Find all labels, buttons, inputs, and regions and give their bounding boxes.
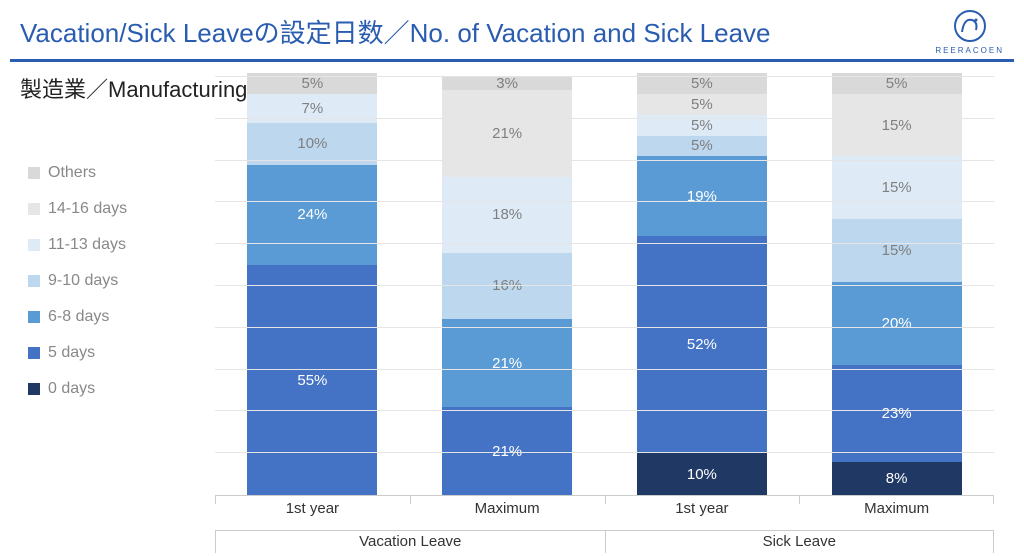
segment-label: 15% — [882, 179, 912, 196]
bar-segment: 19% — [637, 156, 767, 235]
segment-label: 55% — [297, 372, 327, 389]
legend-swatch — [28, 347, 40, 359]
segment-label: 8% — [886, 470, 908, 487]
segment-label: 21% — [492, 443, 522, 460]
segment-label: 24% — [297, 206, 327, 223]
x-sub-label: Maximum — [832, 500, 962, 517]
bar-segment: 24% — [247, 165, 377, 265]
x-group-labels: Vacation LeaveSick Leave — [215, 530, 994, 553]
gridline — [215, 160, 994, 161]
x-sub-label: Maximum — [442, 500, 572, 517]
segment-label: 5% — [691, 137, 713, 154]
bar-segment: 21% — [442, 407, 572, 495]
segment-label: 15% — [882, 242, 912, 259]
legend-item: 5 days — [28, 344, 127, 362]
segment-label: 5% — [691, 75, 713, 92]
legend-item: Others — [28, 164, 127, 182]
bar-segment: 21% — [442, 319, 572, 407]
segment-label: 5% — [886, 75, 908, 92]
legend-swatch — [28, 203, 40, 215]
segment-label: 5% — [691, 96, 713, 113]
legend-label: 0 days — [48, 380, 95, 398]
bar-segment: 55% — [247, 265, 377, 495]
bar-segment: 23% — [832, 365, 962, 461]
legend-swatch — [28, 275, 40, 287]
bar-segment: 52% — [637, 236, 767, 453]
bar: 5% 7% 10% 24% 55% — [247, 73, 377, 495]
bar-segment: 15% — [832, 94, 962, 157]
legend-item: 14-16 days — [28, 200, 127, 218]
segment-label: 52% — [687, 336, 717, 353]
page-title: Vacation/Sick Leaveの設定日数／No. of Vacation… — [20, 13, 771, 50]
x-axis: 1st year Maximum 1st year Maximum Vacation … — [215, 496, 994, 556]
x-sub-label: 1st year — [637, 500, 767, 517]
segment-label: 3% — [496, 77, 518, 90]
gridline — [215, 243, 994, 244]
bar: 5% 5% 5% 5% 19% 52% 10% — [637, 73, 767, 495]
bar-segment: 15% — [832, 219, 962, 282]
segment-label: 23% — [882, 405, 912, 422]
segment-label: 21% — [492, 125, 522, 142]
legend-item: 0 days — [28, 380, 127, 398]
gridline — [215, 285, 994, 286]
bar-segment: 5% — [637, 94, 767, 115]
legend-item: 6-8 days — [28, 308, 127, 326]
bar-segment: 10% — [247, 123, 377, 165]
legend-label: Others — [48, 164, 96, 182]
legend-swatch — [28, 383, 40, 395]
chart: Others 14-16 days 11-13 days 9-10 days 6-8 d… — [0, 78, 1024, 556]
bar-segment: 8% — [832, 462, 962, 495]
bar: 3%21%18%16%21%21% — [442, 77, 572, 495]
x-sub-labels: 1st year Maximum 1st year Maximum — [215, 500, 994, 517]
plot-area: 5%7%10%24%55%3%21%18%16%21%21%5%5%5%5%19… — [215, 78, 994, 496]
bar-segment: 15% — [832, 156, 962, 219]
gridline — [215, 201, 994, 202]
legend: Others 14-16 days 11-13 days 9-10 days 6-8 d… — [28, 164, 127, 398]
legend-label: 9-10 days — [48, 272, 118, 290]
bar-segment: 20% — [832, 282, 962, 366]
bars-container: 5%7%10%24%55%3%21%18%16%21%21%5%5%5%5%19… — [215, 78, 994, 495]
bar: 5% 15% 15% 15% 20% 23% 8% — [832, 73, 962, 495]
segment-label: 10% — [297, 135, 327, 152]
gridline — [215, 76, 994, 77]
legend-item: 9-10 days — [28, 272, 127, 290]
segment-label: 20% — [882, 315, 912, 332]
legend-label: 6-8 days — [48, 308, 109, 326]
bar-segment: 21% — [442, 90, 572, 178]
bar-segment: 10% — [637, 453, 767, 495]
x-group-label: Vacation Leave — [215, 530, 605, 553]
bar-segment: 18% — [442, 177, 572, 252]
x-group-label: Sick Leave — [605, 530, 995, 553]
legend-item: 11-13 days — [28, 236, 127, 254]
bar-segment: 5% — [637, 136, 767, 157]
segment-label: 18% — [492, 206, 522, 223]
segment-label: 15% — [882, 117, 912, 134]
gridline — [215, 410, 994, 411]
header: Vacation/Sick Leaveの設定日数／No. of Vacation… — [0, 0, 1024, 59]
x-sub-label: 1st year — [247, 500, 377, 517]
segment-label: 10% — [687, 466, 717, 483]
gridline — [215, 118, 994, 119]
logo-text: REERACOEN — [935, 46, 1004, 55]
gridline — [215, 327, 994, 328]
logo-icon — [950, 8, 990, 44]
segment-label: 5% — [691, 117, 713, 134]
legend-label: 5 days — [48, 344, 95, 362]
bar-segment: 3% — [442, 77, 572, 90]
legend-swatch — [28, 311, 40, 323]
segment-label: 7% — [302, 100, 324, 117]
legend-label: 11-13 days — [48, 236, 126, 254]
gridline — [215, 452, 994, 453]
logo: REERACOEN — [935, 8, 1004, 55]
segment-label: 5% — [302, 75, 324, 92]
legend-label: 14-16 days — [48, 200, 127, 218]
legend-swatch — [28, 239, 40, 251]
legend-swatch — [28, 167, 40, 179]
gridline — [215, 369, 994, 370]
